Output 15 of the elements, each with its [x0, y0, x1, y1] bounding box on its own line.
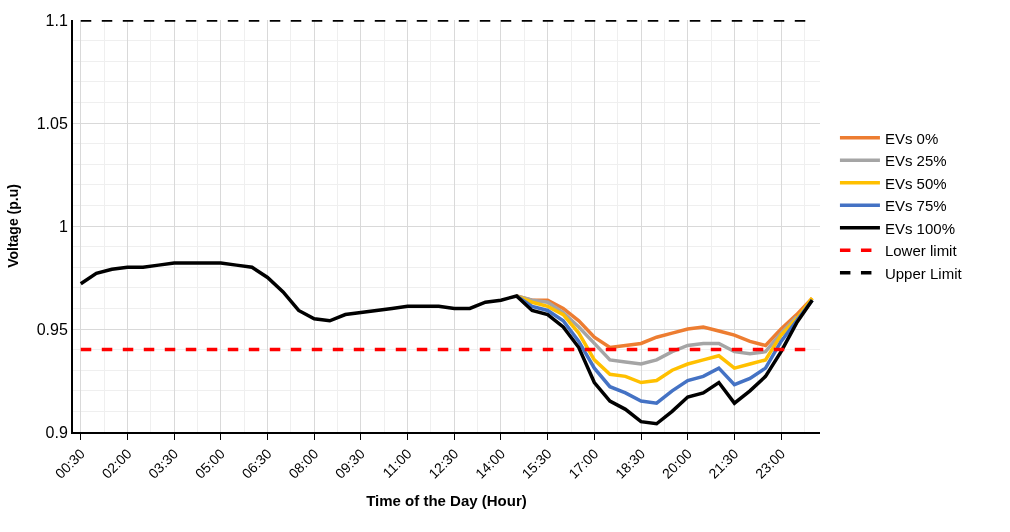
x-axis-title: Time of the Day (Hour): [366, 492, 527, 510]
y-tick-label: 1.1: [45, 11, 68, 29]
y-tick-label: 0.95: [36, 320, 68, 338]
y-tick-label: 1.05: [36, 114, 68, 132]
y-tick-label: 1: [58, 217, 68, 235]
legend-label: EVs 25%: [884, 152, 947, 169]
y-tick-label: 0.9: [45, 423, 68, 441]
legend-label: EVs 75%: [884, 197, 947, 214]
line-series: [79, 261, 814, 426]
legend-label: EVs 0%: [884, 129, 939, 147]
legend-label: Upper Limit: [884, 264, 963, 282]
legend-label: EVs 100%: [884, 219, 955, 237]
y-axis-title: Voltage (p.u): [4, 184, 21, 268]
legend-label: Lower limit: [884, 242, 958, 259]
legend-label: EVs 50%: [884, 174, 947, 192]
